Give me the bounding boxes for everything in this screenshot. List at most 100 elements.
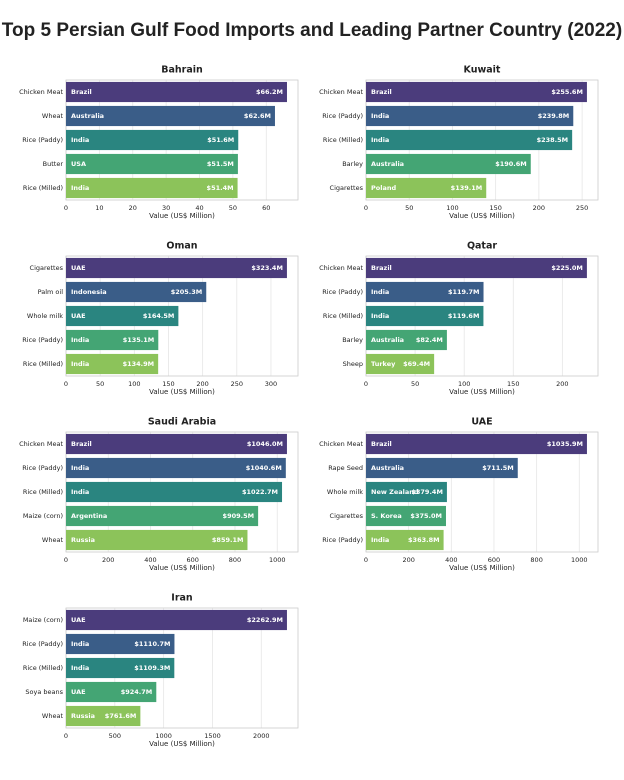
value-label: $1110.7M	[134, 640, 170, 648]
x-axis-label: Value (US$ Million)	[149, 212, 215, 220]
value-label: $924.7M	[121, 688, 153, 696]
x-tick-label: 100	[446, 204, 458, 212]
x-tick-label: 60	[262, 204, 270, 212]
partner-label: India	[71, 464, 89, 472]
y-tick-label: Wheat	[42, 712, 64, 720]
x-tick-label: 250	[231, 380, 243, 388]
x-tick-label: 100	[458, 380, 470, 388]
bar	[366, 529, 444, 551]
partner-label: Brazil	[371, 88, 392, 96]
value-label: $255.6M	[551, 88, 583, 96]
bar	[66, 609, 287, 631]
x-tick-label: 10	[95, 204, 103, 212]
bar	[66, 433, 287, 455]
partner-label: India	[371, 112, 389, 120]
value-label: $139.1M	[451, 184, 483, 192]
y-tick-label: Butter	[43, 160, 64, 168]
bar	[66, 153, 238, 175]
y-tick-label: Rice (Paddy)	[322, 288, 363, 296]
y-tick-label: Barley	[342, 160, 363, 168]
bar	[366, 281, 484, 303]
bar	[366, 305, 484, 327]
x-tick-label: 800	[229, 556, 241, 564]
x-tick-label: 20	[129, 204, 137, 212]
y-tick-label: Chicken Meat	[19, 440, 63, 448]
bar	[66, 129, 239, 151]
value-label: $82.4M	[416, 336, 443, 344]
panel-title: Qatar	[467, 241, 497, 252]
y-tick-label: Wheat	[42, 112, 64, 120]
y-tick-label: Maize (corn)	[23, 616, 63, 624]
partner-label: India	[71, 136, 89, 144]
y-tick-label: Rice (Milled)	[23, 488, 63, 496]
y-tick-label: Chicken Meat	[319, 88, 363, 96]
x-tick-label: 200	[196, 380, 208, 388]
x-axis-label: Value (US$ Million)	[149, 388, 215, 396]
bar	[66, 257, 287, 279]
value-label: $238.5M	[537, 136, 569, 144]
partner-label: Indonesia	[71, 288, 107, 296]
partner-label: India	[71, 184, 89, 192]
partner-label: India	[71, 488, 89, 496]
x-tick-label: 300	[265, 380, 277, 388]
partner-label: UAE	[71, 264, 86, 272]
bar	[366, 257, 587, 279]
value-label: $205.3M	[171, 288, 203, 296]
x-tick-label: 50	[411, 380, 419, 388]
value-label: $1035.9M	[547, 440, 583, 448]
x-tick-label: 50	[405, 204, 413, 212]
value-label: $2262.9M	[247, 616, 283, 624]
x-tick-label: 30	[162, 204, 170, 212]
x-tick-label: 50	[96, 380, 104, 388]
x-tick-label: 1500	[204, 732, 221, 740]
bar	[66, 481, 283, 503]
partner-label: India	[71, 664, 89, 672]
value-label: $363.8M	[408, 536, 440, 544]
bar	[66, 81, 287, 103]
y-tick-label: Rice (Paddy)	[22, 336, 63, 344]
y-tick-label: Cigarettes	[330, 512, 364, 520]
y-tick-label: Rice (Milled)	[23, 664, 63, 672]
partner-label: India	[371, 288, 389, 296]
partner-label: Brazil	[371, 264, 392, 272]
partner-label: Brazil	[71, 440, 92, 448]
partner-label: Poland	[371, 184, 396, 192]
value-label: $375.0M	[410, 512, 442, 520]
partner-label: Australia	[371, 336, 404, 344]
partner-label: UAE	[71, 616, 86, 624]
x-tick-label: 200	[102, 556, 114, 564]
x-tick-label: 150	[162, 380, 174, 388]
x-tick-label: 200	[533, 204, 545, 212]
partner-label: India	[71, 360, 89, 368]
x-tick-label: 150	[507, 380, 519, 388]
x-tick-label: 200	[556, 380, 568, 388]
value-label: $119.7M	[448, 288, 480, 296]
x-tick-label: 0	[364, 380, 368, 388]
value-label: $323.4M	[251, 264, 283, 272]
x-axis-label: Value (US$ Million)	[149, 740, 215, 748]
y-tick-label: Chicken Meat	[319, 440, 363, 448]
partner-label: India	[371, 136, 389, 144]
y-tick-label: Rice (Paddy)	[22, 464, 63, 472]
x-tick-label: 0	[64, 380, 68, 388]
x-axis-label: Value (US$ Million)	[449, 388, 515, 396]
bar	[66, 657, 175, 679]
bar	[366, 505, 446, 527]
y-tick-label: Rice (Paddy)	[322, 112, 363, 120]
value-label: $119.6M	[448, 312, 480, 320]
bar	[366, 353, 435, 375]
bar	[66, 705, 141, 727]
partner-label: UAE	[71, 312, 86, 320]
value-label: $135.1M	[123, 336, 155, 344]
y-tick-label: Chicken Meat	[319, 264, 363, 272]
x-tick-label: 0	[64, 556, 68, 564]
partner-label: Brazil	[371, 440, 392, 448]
partner-label: Australia	[371, 464, 404, 472]
value-label: $134.9M	[123, 360, 155, 368]
bar	[366, 105, 574, 127]
x-tick-label: 150	[489, 204, 501, 212]
x-tick-label: 500	[109, 732, 121, 740]
value-label: $164.5M	[143, 312, 175, 320]
x-axis-label: Value (US$ Million)	[449, 212, 515, 220]
